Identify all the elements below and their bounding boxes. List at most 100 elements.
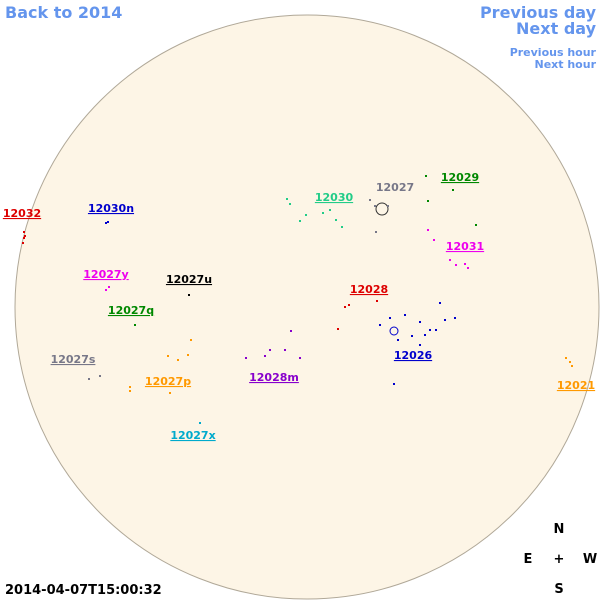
- sunspot: [435, 329, 437, 331]
- sunspot: [107, 221, 109, 223]
- region-label: 12031: [446, 240, 484, 253]
- region-label: 12027u: [166, 273, 212, 286]
- sunspot: [341, 226, 343, 228]
- sunspot: [177, 359, 179, 361]
- region-label: 12027: [376, 181, 414, 194]
- sunspot: [286, 198, 288, 200]
- sunspot: [369, 199, 371, 201]
- sunspot: [464, 263, 466, 265]
- sunspot: [429, 329, 431, 331]
- region-label: 12029: [441, 171, 479, 184]
- sunspot: [375, 231, 377, 233]
- sunspot: [167, 355, 169, 357]
- sunspot: [199, 422, 201, 424]
- sunspot: [427, 200, 429, 202]
- sunspot: [571, 365, 573, 367]
- sunspot: [444, 319, 446, 321]
- spot-outline: [389, 326, 399, 336]
- region-label: 12027s: [51, 353, 96, 366]
- sunspot: [188, 294, 190, 296]
- sunspot: [105, 289, 107, 291]
- solar-disk: [14, 14, 600, 600]
- sunspot: [433, 239, 435, 241]
- sunspot: [335, 219, 337, 221]
- sunspot: [449, 259, 451, 261]
- sunspot: [376, 300, 378, 302]
- sunspot: [452, 189, 454, 191]
- sunspot: [299, 220, 301, 222]
- sunspot: [419, 321, 421, 323]
- sunspot: [389, 317, 391, 319]
- region-label: 12027x: [170, 429, 215, 442]
- compass-south: S: [554, 582, 563, 597]
- region-label: 12032: [3, 207, 41, 220]
- sunspot: [190, 339, 192, 341]
- previous-hour-link[interactable]: Previous hour: [510, 46, 597, 59]
- compass-center: +: [554, 552, 565, 567]
- sunspot: [404, 314, 406, 316]
- sunspot: [344, 306, 346, 308]
- sunspot: [393, 383, 395, 385]
- sunspot: [467, 267, 469, 269]
- sunspot: [284, 349, 286, 351]
- sunspot: [387, 205, 389, 207]
- sunspot: [269, 349, 271, 351]
- back-link[interactable]: Back to 2014: [5, 3, 122, 22]
- sunspot: [322, 212, 324, 214]
- sunspot: [348, 304, 350, 306]
- sunspot: [454, 317, 456, 319]
- sunspot: [105, 222, 107, 224]
- next-hour-link[interactable]: Next hour: [535, 58, 597, 71]
- sunspot: [23, 237, 25, 239]
- region-label: 12028: [350, 283, 388, 296]
- sunspot: [129, 390, 131, 392]
- sunspot: [411, 335, 413, 337]
- compass-west: W: [583, 552, 597, 567]
- sunspot: [425, 175, 427, 177]
- sunspot: [397, 339, 399, 341]
- sunspot: [24, 235, 26, 237]
- sunspot: [374, 205, 376, 207]
- sunspot: [337, 328, 339, 330]
- sunspot: [22, 242, 24, 244]
- sunspot: [329, 209, 331, 211]
- sunspot: [455, 264, 457, 266]
- previous-day-link[interactable]: Previous day: [480, 3, 597, 22]
- region-label: 12030: [315, 191, 354, 204]
- sunspot: [565, 357, 567, 359]
- sunspot: [379, 324, 381, 326]
- sunspot: [419, 344, 421, 346]
- sunspot: [427, 229, 429, 231]
- region-label: 12027p: [145, 375, 191, 388]
- sunspot: [245, 357, 247, 359]
- region-label: 12030n: [88, 202, 134, 215]
- sunspot: [569, 361, 571, 363]
- sunspot: [187, 354, 189, 356]
- sunspot: [439, 302, 441, 304]
- sunspot: [475, 224, 477, 226]
- sunspot: [305, 214, 307, 216]
- sunspot: [299, 357, 301, 359]
- sunspot: [134, 324, 136, 326]
- sunspot: [290, 330, 292, 332]
- timestamp: 2014-04-07T15:00:32: [5, 583, 162, 598]
- sunspot: [264, 355, 266, 357]
- sunspot: [99, 375, 101, 377]
- sunspot: [289, 203, 291, 205]
- sunspot: [169, 392, 171, 394]
- region-label: 12021: [557, 379, 595, 392]
- compass-north: N: [554, 522, 565, 537]
- spot-outline: [375, 202, 389, 216]
- compass-east: E: [524, 552, 533, 567]
- region-label: 12028m: [249, 371, 299, 384]
- sunspot: [424, 334, 426, 336]
- region-label: 12026: [394, 349, 433, 362]
- sunspot: [23, 231, 25, 233]
- sunspot: [108, 286, 110, 288]
- sunspot: [129, 386, 131, 388]
- next-day-link[interactable]: Next day: [516, 19, 597, 38]
- region-label: 12027y: [83, 268, 128, 281]
- sunspot: [88, 378, 90, 380]
